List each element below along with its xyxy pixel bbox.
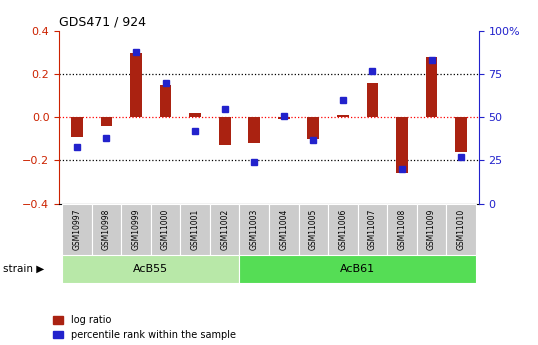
Bar xyxy=(426,57,437,117)
Bar xyxy=(455,117,467,152)
Bar xyxy=(210,204,239,255)
Bar xyxy=(239,204,269,255)
Bar xyxy=(396,117,408,173)
Text: GSM10999: GSM10999 xyxy=(131,209,140,250)
Bar xyxy=(91,204,121,255)
Text: GSM10997: GSM10997 xyxy=(73,209,81,250)
Bar xyxy=(101,117,112,126)
Text: GSM11007: GSM11007 xyxy=(368,209,377,250)
Bar xyxy=(151,204,180,255)
Text: GSM11010: GSM11010 xyxy=(457,209,465,250)
Bar xyxy=(239,255,476,283)
Text: GSM11000: GSM11000 xyxy=(161,209,170,250)
Bar xyxy=(358,204,387,255)
Bar xyxy=(278,117,289,119)
Text: GSM11003: GSM11003 xyxy=(250,209,259,250)
Text: GSM10998: GSM10998 xyxy=(102,209,111,250)
Bar xyxy=(299,204,328,255)
Bar xyxy=(387,204,417,255)
Text: GSM11001: GSM11001 xyxy=(190,209,200,250)
Bar xyxy=(130,52,142,117)
Bar xyxy=(62,255,239,283)
Text: GSM11009: GSM11009 xyxy=(427,209,436,250)
Text: GSM11005: GSM11005 xyxy=(309,209,318,250)
Text: AcB61: AcB61 xyxy=(340,264,375,274)
Bar xyxy=(62,204,91,255)
Bar xyxy=(447,204,476,255)
Legend: log ratio, percentile rank within the sample: log ratio, percentile rank within the sa… xyxy=(53,315,236,340)
Bar xyxy=(71,117,83,137)
Text: GSM11002: GSM11002 xyxy=(220,209,229,250)
Bar xyxy=(180,204,210,255)
Bar xyxy=(328,204,358,255)
Bar xyxy=(417,204,447,255)
Bar xyxy=(366,83,378,117)
Bar xyxy=(337,115,349,117)
Text: GSM11008: GSM11008 xyxy=(398,209,407,250)
Text: AcB55: AcB55 xyxy=(133,264,168,274)
Bar xyxy=(249,117,260,143)
Text: GDS471 / 924: GDS471 / 924 xyxy=(59,16,146,29)
Text: GSM11006: GSM11006 xyxy=(338,209,348,250)
Bar xyxy=(269,204,299,255)
Bar xyxy=(219,117,231,145)
Bar xyxy=(121,204,151,255)
Bar xyxy=(307,117,319,139)
Bar xyxy=(160,85,172,117)
Text: strain ▶: strain ▶ xyxy=(3,264,44,274)
Text: GSM11004: GSM11004 xyxy=(279,209,288,250)
Bar xyxy=(189,113,201,117)
